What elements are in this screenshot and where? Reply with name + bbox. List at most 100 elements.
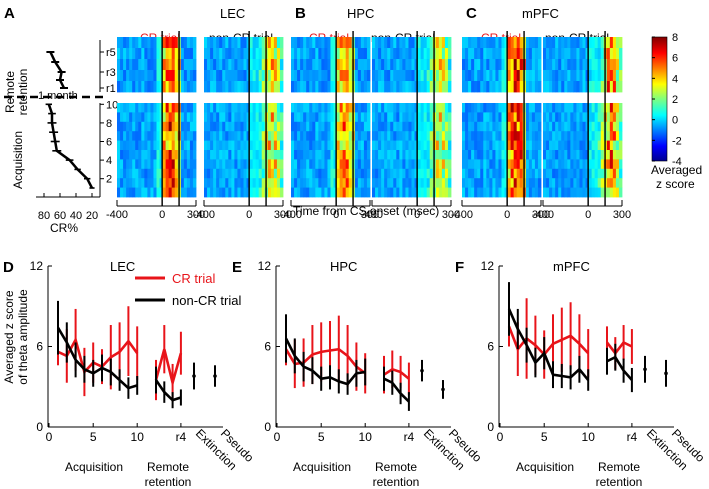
heatmap-cell (324, 70, 328, 82)
heatmap-cell (498, 59, 502, 71)
heatmap-cell (507, 112, 512, 123)
heatmap-cell (549, 121, 553, 132)
heatmap-cell (408, 70, 412, 82)
heatmap-cell (576, 112, 580, 123)
heatmap-cell (483, 159, 487, 170)
heatmap-cell (189, 178, 194, 188)
heatmap-cell (270, 140, 275, 151)
heatmap-cell (273, 59, 278, 71)
heatmap-cell (120, 70, 124, 82)
heatmap-cell (294, 103, 298, 113)
heatmap-cell (168, 140, 173, 151)
heatmap-cell (267, 178, 272, 188)
heatmap-cell (258, 70, 263, 82)
heatmap-cell (396, 168, 400, 179)
heatmap-cell (153, 48, 157, 60)
heatmap-cell (300, 178, 304, 188)
heatmap-cell (441, 159, 446, 170)
heatmap-cell (168, 121, 173, 132)
heatmap-cell (399, 159, 403, 170)
heatmap-cell (489, 112, 493, 123)
heatmap-cell (366, 140, 371, 151)
heatmap-cell (117, 112, 121, 123)
heatmap-cell (441, 168, 446, 179)
panel-letter-e: E (232, 259, 242, 276)
heatmap-cell (399, 187, 403, 198)
heatmap-cell (615, 59, 620, 71)
heatmap-cell (141, 131, 145, 141)
panel-f-cr-acq-line (507, 325, 590, 357)
heatmap-cell (315, 103, 319, 113)
heatmap-cell (324, 59, 328, 71)
heatmap-cell (618, 168, 623, 179)
heatmap-cell (384, 187, 388, 198)
heatmap-cell (231, 159, 235, 170)
heatmap-cell (294, 168, 298, 179)
heatmap-x-tick-label: -400 (451, 209, 473, 221)
heatmap-cell (549, 159, 553, 170)
heatmap-cell (360, 168, 365, 179)
heatmap-cell (294, 81, 298, 93)
heatmap-cell (534, 121, 539, 132)
heatmap-cell (570, 37, 574, 49)
heatmap-cell (315, 150, 319, 160)
heatmap-cell (300, 131, 304, 141)
heatmap-cell (486, 121, 490, 132)
heatmap-cell (294, 70, 298, 82)
heatmap-cell (495, 70, 499, 82)
heatmap-cell (375, 159, 379, 170)
heatmap-cell (144, 81, 148, 93)
heatmap-cell (279, 59, 284, 71)
heatmap-cell (246, 150, 250, 160)
heatmap-cell (573, 70, 577, 82)
heatmap-cell (468, 168, 472, 179)
heatmap-cell (237, 81, 241, 93)
heatmap-cell (252, 59, 257, 71)
heatmap-cell (279, 103, 284, 113)
heatmap-cell (276, 37, 281, 49)
heatmap-cell (327, 168, 331, 179)
heatmap-cell (342, 48, 347, 60)
heatmap-cell (213, 59, 217, 71)
heatmap-cell (138, 81, 142, 93)
heatmap-cell (255, 48, 260, 60)
heatmap-cell (420, 103, 425, 113)
heatmap-cell (576, 59, 580, 71)
heatmap-cell (381, 70, 385, 82)
heatmap-cell (129, 70, 133, 82)
heatmap-cell (597, 112, 602, 123)
heatmap-cell (327, 159, 331, 170)
heatmap-cell (207, 112, 211, 123)
heatmap-cell (309, 37, 313, 49)
heatmap-cell (531, 37, 536, 49)
heatmap-cell (246, 140, 250, 151)
heatmap-cell (495, 121, 499, 132)
heatmap-cell (249, 112, 254, 123)
panel-e-y-tick-label: 12 (258, 259, 272, 273)
heatmap-cell (381, 178, 385, 188)
heatmap-cell (255, 178, 260, 188)
heatmap-cell (393, 150, 397, 160)
heatmap-cell (210, 140, 214, 151)
heatmap-cell (465, 140, 469, 151)
heatmap-cell (240, 112, 244, 123)
heatmap-cell (174, 168, 179, 179)
heatmap-cell (261, 70, 266, 82)
side-row-label: 4 (106, 155, 112, 167)
heatmap-cell (339, 121, 344, 132)
heatmap-cell (210, 103, 214, 113)
heatmap-cell (612, 131, 617, 141)
heatmap-cell (537, 187, 542, 198)
heatmap-cell (261, 140, 266, 151)
panel-f-pseudo-point (664, 371, 668, 376)
heatmap-cell (123, 70, 127, 82)
heatmap-cell (171, 121, 176, 132)
heatmap-cell (222, 150, 226, 160)
heatmap-cell (153, 70, 157, 82)
heatmap-cell (345, 168, 350, 179)
heatmap-cell (168, 112, 173, 123)
heatmap-cell (324, 150, 328, 160)
heatmap-cell (360, 140, 365, 151)
heatmap-cell (372, 121, 376, 132)
heatmap-cell (222, 103, 226, 113)
